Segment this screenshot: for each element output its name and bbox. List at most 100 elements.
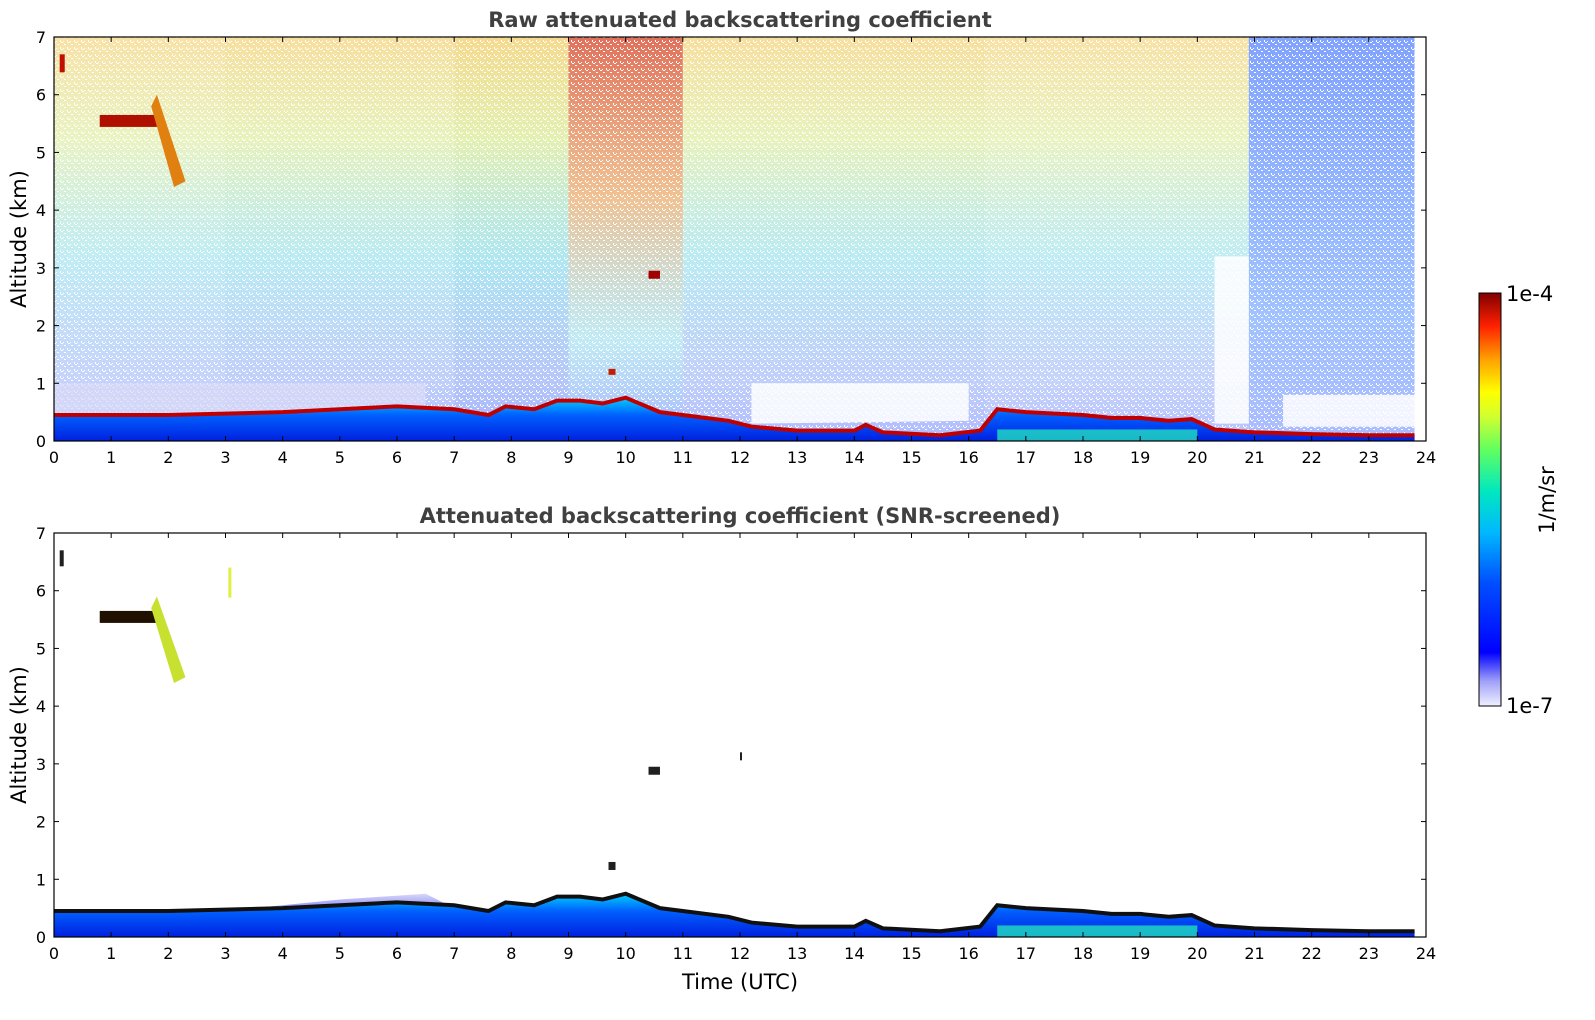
y-tick-label: 5 (36, 143, 46, 162)
x-tick-label: 23 (1359, 448, 1379, 467)
y-tick-label: 1 (36, 374, 46, 393)
x-tick-label: 21 (1244, 448, 1264, 467)
raw-low-signal-gap (751, 383, 969, 424)
screened-y-ticks: 0 1 2 3 4 5 6 7 (36, 524, 1426, 947)
screened-aerosol-layer (997, 925, 1198, 938)
x-tick-label: 2 (163, 944, 173, 963)
x-tick-label: 16 (958, 944, 978, 963)
x-tick-label: 7 (449, 944, 459, 963)
raw-cloud-patch (608, 368, 616, 375)
raw-panel-title: Raw attenuated backscattering coefficien… (488, 8, 992, 32)
x-tick-label: 19 (1130, 448, 1150, 467)
screened-cloud-patch (648, 766, 660, 775)
y-tick-label: 3 (36, 755, 46, 774)
x-tick-label: 5 (335, 944, 345, 963)
x-tick-label: 13 (787, 944, 807, 963)
x-tick-label: 7 (449, 448, 459, 467)
raw-x-ticks: 0 1 2 3 4 5 6 7 8 9 10 11 12 13 14 15 16 17 18 19 20 21 22 23 24 (49, 37, 1436, 467)
colorbar-max-label: 1e-4 (1506, 282, 1553, 306)
x-tick-label: 14 (844, 448, 864, 467)
x-tick-label: 2 (163, 448, 173, 467)
x-tick-label: 15 (901, 944, 921, 963)
x-tick-label: 10 (615, 448, 635, 467)
raw-y-axis-label: Altitude (km) (7, 170, 31, 308)
x-tick-label: 22 (1301, 944, 1321, 963)
y-tick-label: 6 (36, 582, 46, 601)
x-tick-label: 23 (1359, 944, 1379, 963)
x-tick-label: 20 (1187, 944, 1207, 963)
screened-plot-frame (53, 532, 1427, 938)
x-tick-label: 18 (1073, 448, 1093, 467)
raw-boundary-layer-top (54, 395, 1415, 438)
screened-cloud-patch (228, 567, 232, 598)
screened-x-ticks: 0 1 2 3 4 5 6 7 8 9 10 11 12 13 14 15 16 17 18 19 20 21 22 23 24 (49, 533, 1436, 963)
x-tick-label: 20 (1187, 448, 1207, 467)
colorbar-unit-label: 1/m/sr (1535, 466, 1559, 534)
colorbar-gradient (1478, 292, 1502, 707)
screened-boundary-layer (54, 893, 1415, 937)
raw-cloud-patch (59, 54, 65, 73)
x-tick-label: 9 (563, 944, 573, 963)
x-tick-label: 6 (392, 448, 402, 467)
screened-y-axis-label: Altitude (km) (7, 666, 31, 804)
x-tick-label: 10 (615, 944, 635, 963)
y-tick-label: 1 (36, 870, 46, 889)
y-tick-label: 0 (36, 928, 46, 947)
y-tick-label: 3 (36, 259, 46, 278)
raw-low-signal-gap (1214, 256, 1249, 424)
x-tick-label: 8 (506, 944, 516, 963)
x-tick-label: 8 (506, 448, 516, 467)
raw-low-signal-gap (1283, 394, 1415, 427)
x-tick-label: 11 (673, 448, 693, 467)
y-tick-label: 4 (36, 201, 46, 220)
screened-cloud-patch (608, 861, 616, 870)
x-tick-label: 1 (106, 448, 116, 467)
screened-panel-title: Attenuated backscattering coefficient (S… (420, 504, 1061, 528)
x-tick-label: 12 (730, 448, 750, 467)
raw-backscatter-panel: Raw attenuated backscattering coefficien… (7, 8, 1436, 467)
x-tick-label: 24 (1416, 944, 1436, 963)
y-tick-label: 7 (36, 524, 46, 543)
x-tick-label: 18 (1073, 944, 1093, 963)
x-tick-label: 24 (1416, 448, 1436, 467)
raw-y-ticks: 0 1 2 3 4 5 6 7 (36, 28, 1426, 451)
y-tick-label: 5 (36, 639, 46, 658)
x-tick-label: 1 (106, 944, 116, 963)
raw-heatmap-area (54, 37, 1426, 442)
screened-boundary-layer-top (54, 891, 1415, 934)
x-tick-label: 13 (787, 448, 807, 467)
colorbar: 1e-4 1e-7 1/m/sr (1478, 282, 1559, 718)
x-tick-label: 4 (278, 448, 288, 467)
y-tick-label: 4 (36, 697, 46, 716)
x-tick-label: 9 (563, 448, 573, 467)
raw-cloud-patch (648, 270, 660, 279)
x-tick-label: 21 (1244, 944, 1264, 963)
raw-cloud-streak (151, 94, 186, 188)
screened-cloud-streak (151, 596, 186, 684)
screened-heatmap-area (54, 550, 1415, 938)
x-tick-label: 0 (49, 448, 59, 467)
x-tick-label: 17 (1016, 448, 1036, 467)
x-tick-label: 14 (844, 944, 864, 963)
screened-cloud-patch (59, 550, 64, 567)
x-tick-label: 17 (1016, 944, 1036, 963)
raw-noise-speckle (54, 37, 1415, 441)
x-tick-label: 4 (278, 944, 288, 963)
x-tick-label: 22 (1301, 448, 1321, 467)
y-tick-label: 0 (36, 432, 46, 451)
raw-no-data-strip (1414, 37, 1426, 441)
colorbar-min-label: 1e-7 (1506, 694, 1553, 718)
x-tick-label: 3 (220, 944, 230, 963)
screened-backscatter-panel: Attenuated backscattering coefficient (S… (7, 504, 1436, 994)
x-tick-label: 19 (1130, 944, 1150, 963)
x-tick-label: 11 (673, 944, 693, 963)
screened-cloud-patch (740, 752, 742, 761)
screened-cloud-layer (99, 610, 157, 623)
x-axis-label: Time (UTC) (681, 970, 798, 994)
x-tick-label: 5 (335, 448, 345, 467)
x-tick-label: 15 (901, 448, 921, 467)
x-tick-label: 12 (730, 944, 750, 963)
x-tick-label: 6 (392, 944, 402, 963)
raw-aerosol-layer (997, 429, 1198, 442)
